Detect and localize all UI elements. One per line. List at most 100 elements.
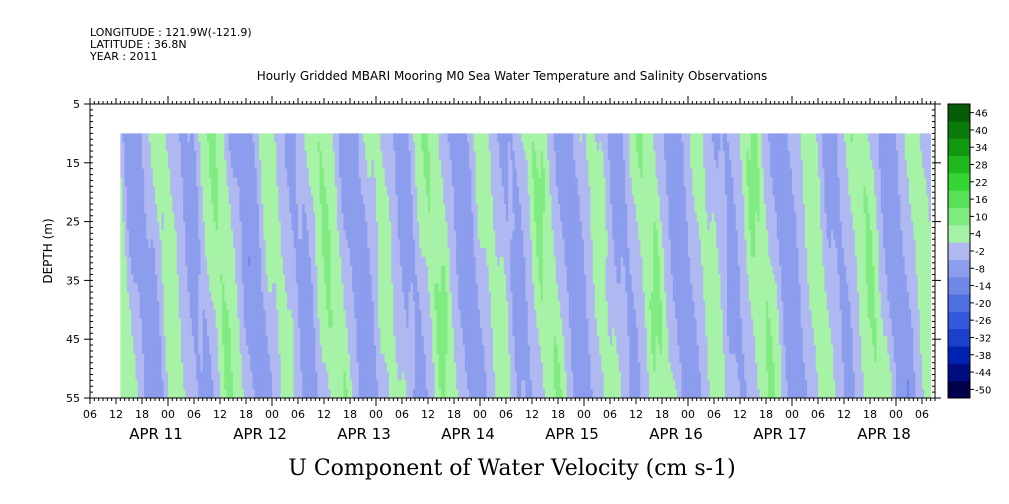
heatmap-cell [220,274,223,284]
heatmap-cell [209,186,212,196]
heatmap-cell [259,380,262,390]
heatmap-cell [172,168,175,178]
heatmap-cell [209,371,212,381]
heatmap-cell [265,353,269,364]
heatmap-cell [237,292,240,302]
heatmap-cell [239,345,243,355]
heatmap-cell [157,309,160,320]
heatmap-cell [261,133,264,143]
heatmap-cell [246,230,249,240]
heatmap-cell [243,151,247,161]
heatmap-cell [228,133,232,143]
heatmap-cell [237,221,240,231]
heatmap-cell [157,362,160,372]
heatmap-cell [185,133,188,143]
heatmap-cell [263,239,266,249]
heatmap-cell [243,239,247,249]
heatmap-cell [248,256,251,267]
heatmap-cell [235,221,238,231]
heatmap-cell [252,371,256,381]
heatmap-cell [194,371,197,381]
heatmap-cell [165,362,169,372]
heatmap-cell [200,274,204,284]
heatmap-cell [213,309,217,320]
heatmap-cell [152,186,156,196]
heatmap-cell [120,256,123,267]
heatmap-cell [187,345,191,355]
heatmap-cell [181,300,184,311]
heatmap-cell [222,345,225,355]
heatmap-cell [259,327,262,337]
heatmap-cell [226,195,230,205]
heatmap-cell [163,239,167,249]
heatmap-cell [194,327,197,337]
heatmap-cell [207,159,210,170]
heatmap-cell [237,274,240,284]
heatmap-cell [209,168,212,178]
heatmap-cell [172,248,175,258]
heatmap-cell [126,168,130,178]
heatmap-cell [194,389,197,399]
heatmap-cell [191,203,195,214]
heatmap-cell [233,345,236,355]
heatmap-cell [222,318,225,328]
heatmap-cell [194,133,197,143]
heatmap-cell [204,177,208,187]
heatmap-cell [215,345,219,355]
heatmap-cell [135,353,139,364]
heatmap-cell [155,336,158,346]
heatmap-cell [239,274,243,284]
heatmap-cell [172,345,175,355]
heatmap-cell [122,133,126,143]
heatmap-cell [126,274,130,284]
heatmap-cell [144,371,147,381]
heatmap-cell [120,239,123,249]
heatmap-cell [269,265,273,275]
heatmap-cell [269,221,273,231]
heatmap-cell [131,318,134,328]
heatmap-cell [120,186,123,196]
heatmap-cell [183,345,186,355]
heatmap-cell [146,345,149,355]
heatmap-cell [217,371,221,381]
heatmap-cell [155,265,158,275]
heatmap-cell [220,327,223,337]
heatmap-cell [194,239,197,249]
heatmap-cell [246,371,249,381]
heatmap-cell [176,256,180,267]
heatmap-cell [133,248,136,258]
heatmap-cell [187,256,191,267]
heatmap-cell [178,362,182,372]
heatmap-cell [178,380,182,390]
heatmap-cell [120,300,123,311]
heatmap-cell [198,283,201,293]
heatmap-cell [207,389,210,399]
heatmap-cell [150,177,154,187]
heatmap-cell [228,380,232,390]
heatmap-cell [172,186,175,196]
heatmap-cell [243,265,247,275]
heatmap-cell [269,212,273,222]
heatmap-cell [265,300,269,311]
heatmap-cell [157,345,160,355]
heatmap-cell [183,142,186,152]
heatmap-cell [211,353,214,364]
heatmap-cell [120,212,123,222]
heatmap-cell [159,274,162,284]
heatmap-cell [133,177,136,187]
heatmap-cell [226,221,230,231]
heatmap-cell [176,133,180,143]
heatmap-cell [142,362,145,372]
heatmap-cell [252,283,256,293]
heatmap-cell [224,300,227,311]
heatmap-cell [152,151,156,161]
heatmap-cell [152,230,156,240]
heatmap-cell [261,159,264,170]
heatmap-cell [224,230,227,240]
heatmap-cell [172,371,175,381]
heatmap-cell [165,203,169,214]
heatmap-cell [129,283,132,293]
heatmap-cell [200,380,204,390]
heatmap-cell [155,327,158,337]
heatmap-cell [204,336,208,346]
